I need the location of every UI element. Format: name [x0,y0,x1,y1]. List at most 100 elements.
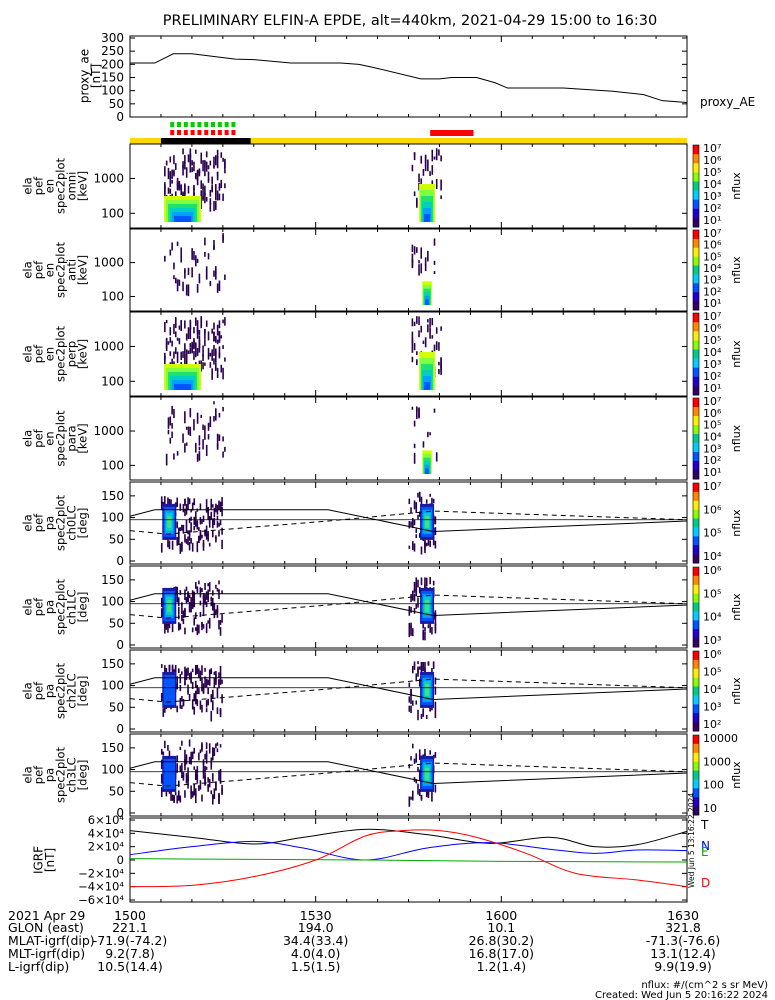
spectrogram-streak [427,159,429,172]
pitch-streak [160,496,163,503]
science-zone-black-segment [160,138,251,144]
energy-colorbar-3-tick-label: 10³ [703,442,721,455]
pitch-ytick-label: 50 [109,784,124,798]
igrf-legend-N: N [701,839,710,853]
pitch-streak [199,587,202,598]
pitch-streak [218,589,220,600]
spectrogram-streak [207,331,210,341]
pitch-streak [411,541,414,550]
pitch-streak [424,631,426,641]
spectrogram-streak [213,270,215,277]
pitch-streak [194,788,197,797]
igrf-ytick-label: −2×10⁴ [78,866,124,880]
energy-colorbar-2-segment [693,367,699,378]
pitch-streak [210,762,213,770]
pitch-streak [184,759,186,771]
spectrogram-streak [176,351,179,364]
pitch-streak [425,499,428,504]
spectrogram-streak [176,177,179,185]
pitch-colorbar-1-segment [693,629,699,639]
proxy-ae-ytick-label: 100 [101,84,124,98]
spectrogram-streak [416,316,418,324]
spectrogram-streak [191,167,193,173]
spectrogram-streak [198,169,201,177]
pitch-ylabel-2-line: ch2LC [64,673,78,708]
spectrogram-streak [171,242,173,251]
pitch-streak [408,521,411,529]
pitch-colorbar-3-tick-label: 10000 [703,732,738,745]
spectrogram-streak [189,347,192,354]
pitch-streak [221,679,223,684]
spectrogram-streak [220,152,223,158]
pitch-streak [413,593,416,602]
pitch-streak [205,678,208,688]
pitch-streak [174,664,177,672]
footer-cell: 1630 [667,908,699,923]
pitch-streak [205,596,208,600]
pitch-streak [181,774,183,779]
spectrogram-streak [211,328,213,334]
spectrogram-streak [165,337,168,350]
pitch-streak [205,742,208,750]
footer-cell: 10.5(14.4) [97,959,162,974]
pitch-streak [418,788,421,797]
red-tick-mark [170,130,175,135]
spectrogram-streak [189,321,192,330]
spectrogram-streak [198,168,201,173]
pitch-streak [410,688,412,696]
spectrogram-streak [215,190,217,201]
pitch-streak [208,585,211,592]
spectrogram-streak [173,409,175,419]
energy-colorbar-0-segment [693,208,699,219]
spectrogram-streak [202,195,204,201]
pitch-streak [415,528,418,533]
pitch-streak [413,543,416,552]
pitch-streak [415,700,418,705]
spectrogram-streak [176,183,179,190]
proxy-ae-ytick-label: 150 [101,71,124,85]
spectrogram-streak [209,362,212,368]
spectrogram-streak [213,415,215,422]
pitch-ylabel-0-line: ela [21,514,35,531]
pitch-streak [160,694,163,702]
energy-ylabel-0-line: [keV] [75,171,89,201]
pitch-streak [216,515,219,521]
spectrogram-streak [411,259,414,269]
spectrogram-streak [211,349,213,361]
pitch-streak [204,582,206,590]
spectrogram-streak [213,156,215,168]
spectrogram-streak [193,419,195,431]
spectrogram-streak [215,271,217,280]
pitch-streak [205,623,208,634]
spectrogram-streak [213,240,215,251]
pitch-colorbar-3-segment [693,761,699,772]
spectrogram-streak [224,183,226,189]
pitch-streak [199,612,202,617]
pitch-streak [160,759,163,770]
spectrogram-streak [205,444,208,456]
energy-colorbar-3-segment [693,425,699,435]
energy-ylabel-0-line: omni [64,172,78,201]
energy-colorbar-1-segment [693,292,699,302]
spectrogram-streak [213,401,215,405]
pitch-streak [179,623,182,630]
energy-ylabel-0-line: spec2plot [53,157,67,214]
footer-cell: 1.5(1.5) [291,959,341,974]
spectrogram-streak [418,408,420,418]
pitch-streak [208,617,211,629]
pitch-streak [420,496,423,505]
pitch-streak [190,509,192,513]
pitch-streak [431,790,433,802]
spectrogram-streak [204,161,206,168]
pitch-streak [420,577,423,586]
energy-colorbar-1-segment [693,238,699,249]
pitch-streak [408,682,411,687]
energy-ylabel-2-line: en [43,347,57,361]
pitch-streak [198,668,200,678]
pitch-streak [207,531,209,542]
spectrogram-core [424,214,431,222]
spectrogram-streak [222,235,224,243]
spectrogram-streak [191,160,193,166]
spectrogram-streak [193,187,195,196]
pitch-streak [213,602,216,609]
